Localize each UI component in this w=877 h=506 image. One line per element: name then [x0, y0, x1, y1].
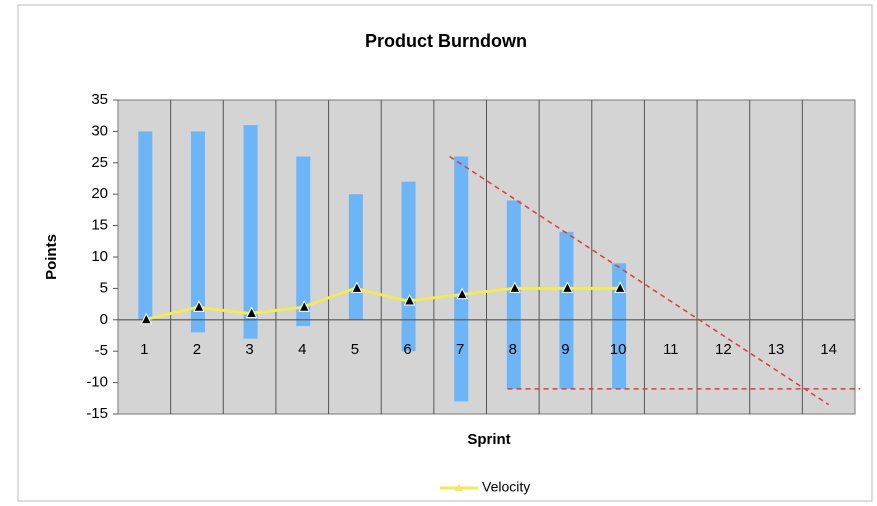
bar: [454, 156, 469, 402]
bar: [559, 231, 574, 389]
bar: [506, 200, 521, 389]
x-tick-label: 2: [193, 341, 201, 358]
y-tick-label: 0: [100, 311, 108, 328]
y-tick-label: 15: [91, 217, 108, 234]
x-tick-label: 10: [610, 341, 627, 358]
velocity-marker: [298, 300, 311, 312]
y-tick-label: 5: [100, 279, 108, 296]
x-tick-label: 6: [403, 341, 411, 358]
legend-label: Velocity: [482, 479, 530, 495]
bar: [190, 131, 205, 333]
y-tick-label: 20: [91, 185, 108, 202]
y-axis-title: Points: [43, 234, 60, 280]
y-tick-label: -15: [86, 405, 108, 422]
velocity-marker: [509, 281, 521, 293]
velocity-marker: [403, 293, 416, 306]
velocity-marker: [193, 300, 205, 312]
velocity-marker: [456, 287, 468, 300]
x-tick-label: 14: [820, 341, 837, 358]
bar: [296, 156, 311, 327]
x-tick-label: 12: [715, 341, 732, 358]
y-tick-label: 25: [91, 154, 108, 171]
bar: [401, 181, 416, 352]
trend-line: [449, 155, 830, 406]
bar: [612, 263, 627, 389]
y-tick-label: 35: [91, 91, 108, 108]
y-tick-label: -10: [86, 374, 108, 391]
bar: [243, 125, 258, 339]
x-tick-label: 7: [456, 341, 464, 358]
bar: [348, 194, 363, 320]
velocity-marker: [561, 281, 574, 293]
x-tick-label: 1: [140, 341, 148, 358]
y-tick-label: 30: [91, 122, 108, 139]
velocity-marker: [245, 306, 258, 319]
x-tick-label: 9: [561, 341, 569, 358]
velocity-line: [143, 286, 619, 322]
y-tick-label: 10: [91, 248, 108, 265]
x-tick-label: 4: [298, 341, 306, 358]
x-tick-label: 13: [768, 341, 785, 358]
x-tick-label: 11: [663, 341, 679, 358]
x-axis-title: Sprint: [467, 431, 510, 448]
velocity-marker: [351, 281, 363, 293]
x-tick-label: 5: [351, 341, 359, 358]
velocity-marker: [614, 281, 626, 293]
x-tick-label: 8: [509, 341, 517, 358]
x-tick-label: 3: [245, 341, 253, 358]
velocity-marker: [140, 312, 153, 325]
bar: [138, 131, 153, 320]
y-tick-label: -5: [95, 342, 108, 359]
legend-marker: [455, 484, 463, 491]
chart-title: Product Burndown: [365, 31, 527, 51]
